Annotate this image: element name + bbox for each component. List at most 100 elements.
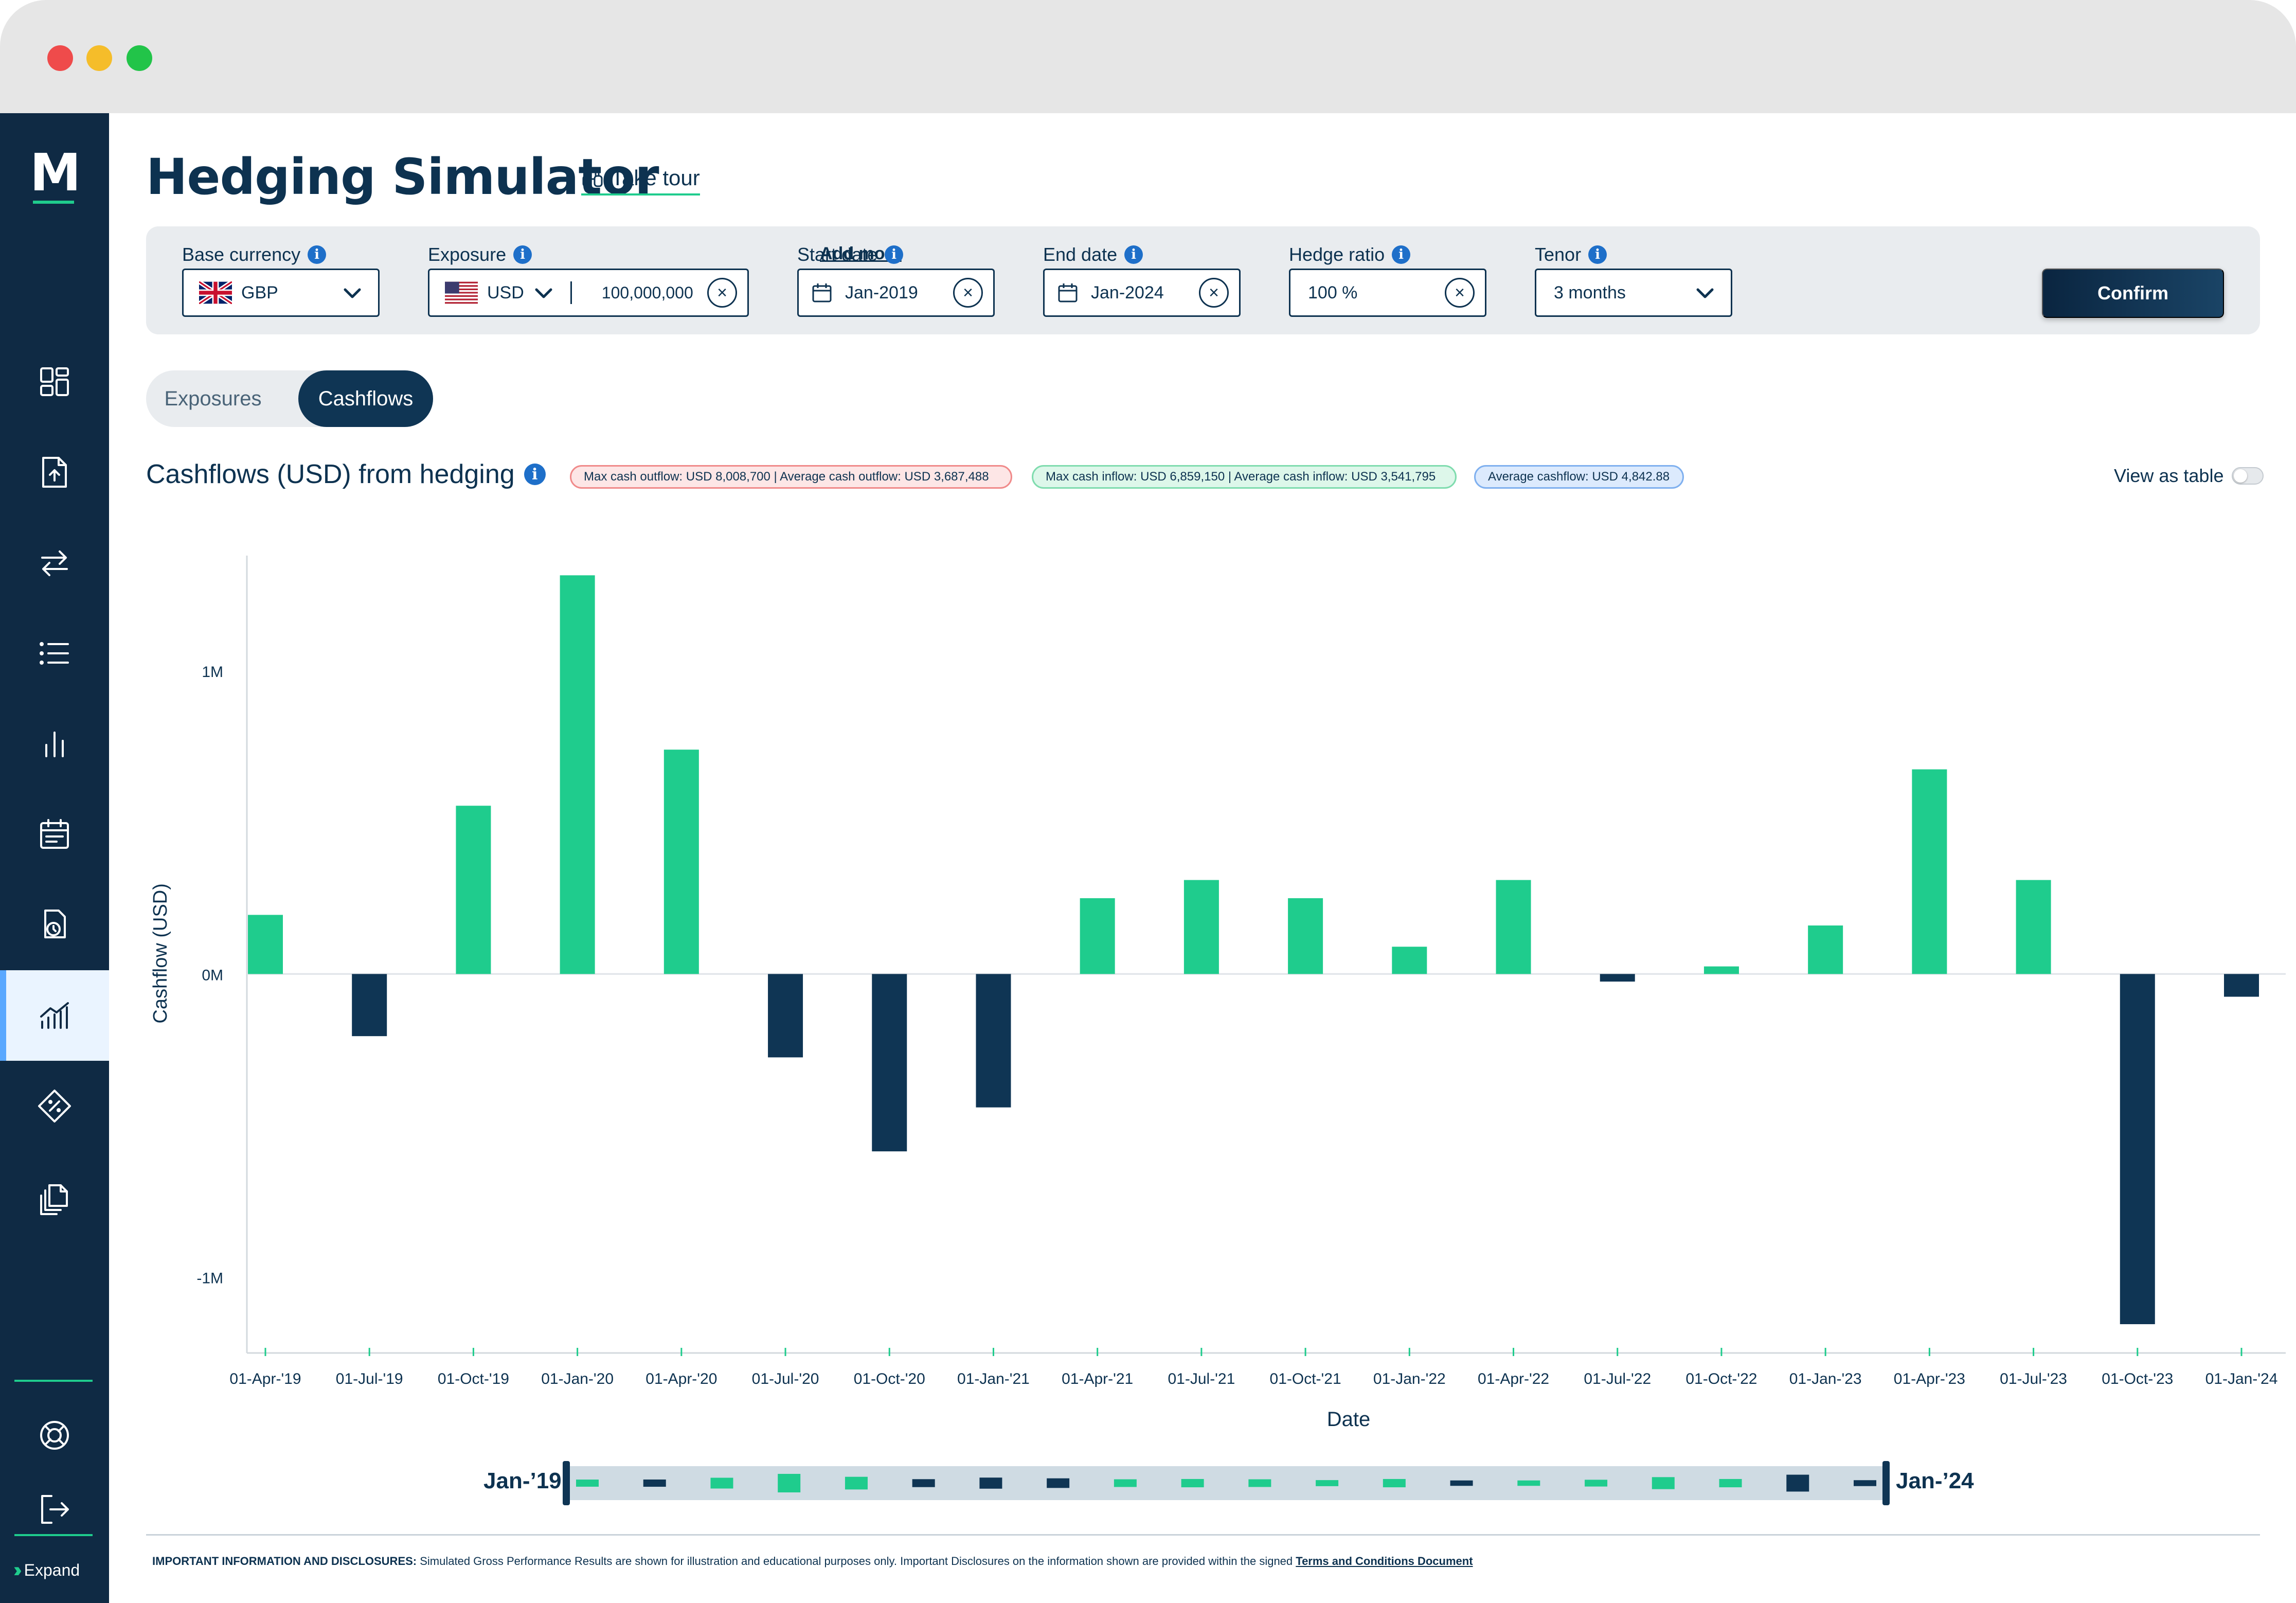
tab-exposures[interactable]: Exposures	[164, 387, 262, 410]
chart-bar	[1496, 880, 1531, 974]
sidebar-divider-bottom	[14, 1534, 93, 1536]
x-tick-label: 01-Apr-'23	[1894, 1370, 1965, 1387]
calendar-icon	[1058, 283, 1078, 302]
disclosure-body: Simulated Gross Performance Results are …	[417, 1555, 1296, 1568]
range-preview-bar	[576, 1480, 599, 1487]
inflow-summary-badge: Max cash inflow: USD 6,859,150 | Average…	[1032, 465, 1457, 489]
x-tick-label: 01-Oct-'22	[1685, 1370, 1757, 1387]
x-tick-label: 01-Jan-'21	[957, 1370, 1030, 1387]
us-flag-icon	[445, 281, 478, 304]
exposure-currency[interactable]: USD	[487, 282, 524, 302]
range-preview-bar	[1181, 1479, 1204, 1488]
binoculars-icon	[582, 170, 603, 187]
list-icon	[40, 642, 69, 665]
end-date-label-text: End date	[1043, 244, 1118, 265]
logo-underline	[33, 201, 74, 204]
clear-icon[interactable]: ×	[1199, 278, 1229, 308]
info-icon[interactable]: i	[513, 245, 532, 264]
calendar-icon	[40, 819, 69, 849]
maximize-window-button[interactable]	[127, 45, 152, 71]
confirm-button[interactable]: Confirm	[2042, 269, 2224, 318]
clear-icon[interactable]: ×	[953, 278, 983, 308]
clear-icon[interactable]: ×	[1445, 278, 1475, 308]
x-tick-label: 01-Oct-'21	[1270, 1370, 1341, 1387]
tenor-value: 3 months	[1554, 282, 1626, 302]
sidebar-item-help[interactable]	[0, 1399, 109, 1471]
bar-chart-icon	[45, 732, 64, 757]
range-preview-bar	[845, 1476, 868, 1490]
upload-file-icon	[42, 457, 67, 488]
range-preview-bar	[1450, 1480, 1473, 1486]
end-date-label: End date i	[1043, 244, 1143, 265]
chart-title-text: Cashflows (USD) from hedging	[146, 459, 515, 489]
chart-bar	[1912, 769, 1947, 974]
range-preview-bar	[1383, 1479, 1406, 1488]
x-tick-label: 01-Apr-'20	[645, 1370, 717, 1387]
chevron-down-icon	[344, 288, 361, 298]
date-range-slider[interactable]	[563, 1459, 1890, 1506]
sidebar-item-transfers[interactable]	[0, 518, 109, 608]
close-window-button[interactable]	[47, 45, 73, 71]
exposure-input[interactable]: USD 100,000,000 ×	[428, 269, 749, 317]
chart-bar	[1080, 898, 1115, 974]
terms-link[interactable]: Terms and Conditions Document	[1296, 1555, 1473, 1568]
base-currency-label-text: Base currency	[182, 244, 301, 265]
tenor-select[interactable]: 3 months	[1535, 269, 1732, 317]
app-logo[interactable]: M	[30, 143, 81, 203]
sidebar-item-history[interactable]	[0, 880, 109, 970]
sidebar-divider	[14, 1380, 93, 1382]
info-icon[interactable]: i	[1588, 245, 1607, 264]
sidebar-item-logout[interactable]	[0, 1473, 109, 1545]
range-end-handle[interactable]	[1882, 1461, 1890, 1505]
range-preview-bar	[778, 1474, 801, 1492]
expand-sidebar-button[interactable]: ›› Expand	[13, 1559, 80, 1582]
x-tick-label: 01-Oct-'19	[438, 1370, 509, 1387]
sidebar-item-list[interactable]	[0, 608, 109, 699]
chart-bar	[248, 915, 283, 974]
chevron-down-icon	[1696, 288, 1714, 298]
exposure-amount[interactable]: 100,000,000	[601, 283, 693, 302]
chart-bar	[1288, 898, 1323, 974]
chart-bar	[2120, 974, 2155, 1325]
x-tick-label: 01-Apr-'19	[229, 1370, 301, 1387]
tab-cashflows[interactable]: Cashflows	[298, 370, 433, 427]
view-as-table-toggle[interactable]	[2232, 467, 2264, 485]
sidebar-item-calendar[interactable]	[0, 789, 109, 880]
sidebar-item-reports[interactable]	[0, 699, 109, 789]
x-tick-label: 01-Jul-'23	[2000, 1370, 2067, 1387]
info-icon[interactable]: i	[1392, 245, 1411, 264]
base-currency-select[interactable]: GBP	[182, 269, 380, 317]
range-preview-bar	[1854, 1480, 1876, 1486]
info-icon[interactable]: i	[308, 245, 327, 264]
take-tour-label: Take tour	[611, 166, 700, 190]
hedge-ratio-input[interactable]: 100 % ×	[1289, 269, 1486, 317]
take-tour-link[interactable]: Take tour	[581, 166, 700, 195]
sidebar: M ›› Expand	[0, 113, 109, 1603]
sidebar-item-pricing[interactable]	[0, 1061, 109, 1151]
clear-icon[interactable]: ×	[707, 278, 737, 308]
hedge-ratio-label-text: Hedge ratio	[1289, 244, 1385, 265]
range-preview-bar	[710, 1477, 733, 1489]
y-tick-label: -1M	[196, 1270, 223, 1287]
range-start-handle[interactable]	[563, 1461, 570, 1505]
minimize-window-button[interactable]	[86, 45, 112, 71]
start-date-input[interactable]: Jan-2019 ×	[797, 269, 995, 317]
chart-bar	[1703, 966, 1739, 974]
start-date-value: Jan-2019	[845, 282, 918, 302]
sidebar-item-documents[interactable]	[0, 1151, 109, 1242]
start-date-label: Start date i	[797, 244, 904, 265]
end-date-value: Jan-2024	[1091, 282, 1164, 302]
info-icon[interactable]: i	[524, 464, 546, 485]
expand-label: Expand	[24, 1561, 80, 1579]
chart-bar	[872, 974, 907, 1152]
footer-divider	[146, 1534, 2260, 1536]
sidebar-item-dashboard[interactable]	[0, 336, 109, 427]
dashboard-icon	[40, 367, 69, 396]
transfer-arrows-icon	[41, 550, 68, 576]
filter-panel: Base currency i GBP Exposure i Add more …	[146, 226, 2260, 334]
info-icon[interactable]: i	[885, 245, 904, 264]
end-date-input[interactable]: Jan-2024 ×	[1043, 269, 1241, 317]
sidebar-item-upload[interactable]	[0, 427, 109, 518]
sidebar-item-hedging-simulator[interactable]	[0, 970, 109, 1061]
info-icon[interactable]: i	[1124, 245, 1143, 264]
